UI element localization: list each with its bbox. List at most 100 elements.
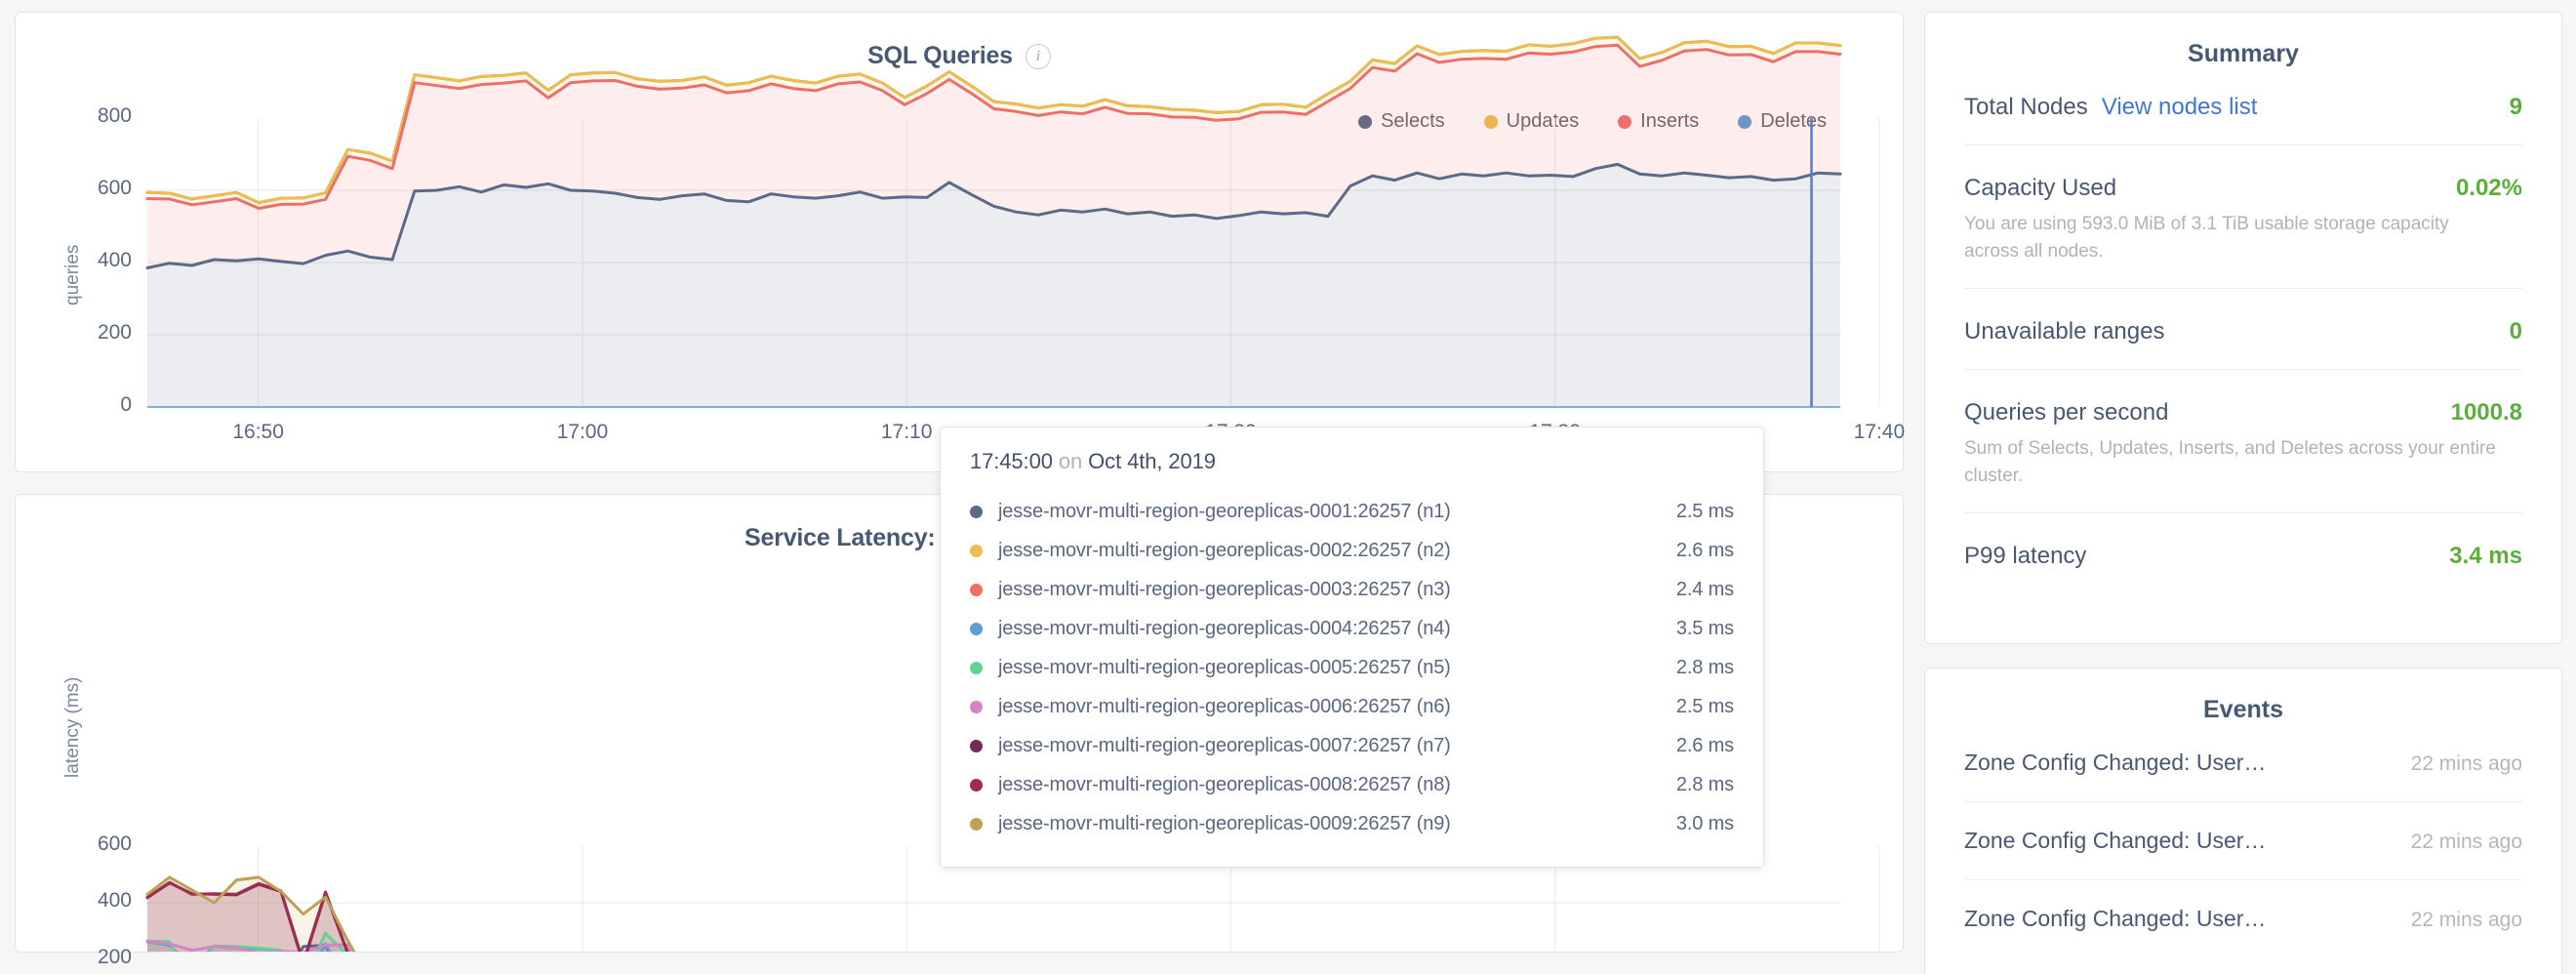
summary-divider (1964, 512, 2522, 514)
x-axis-tick: 17:00 (556, 421, 609, 443)
tooltip-series-dot (970, 505, 983, 518)
summary-row-value: 1000.8 (2450, 399, 2522, 426)
tooltip-series-value: 2.5 ms (1675, 500, 1734, 522)
summary-row: Capacity Used 0.02% You are using 593.0 Mi… (1964, 149, 2522, 293)
event-item[interactable]: Zone Config Changed: User… 22 mins ago (1964, 880, 2522, 934)
summary-row-label: P99 latency (1964, 543, 2087, 570)
event-item[interactable]: Zone Config Changed: User… 22 mins ago (1964, 724, 2522, 802)
event-label: Zone Config Changed: User… (1964, 906, 2267, 931)
summary-row: Unavailable ranges 0 (1964, 293, 2522, 374)
sql-queries-title-row: SQL Queries i (16, 42, 1903, 70)
tooltip-row: jesse-movr-multi-region-georeplicas-0006… (970, 687, 1734, 726)
tooltip-series-dot (970, 661, 983, 674)
tooltip-row: jesse-movr-multi-region-georeplicas-0005… (970, 648, 1734, 687)
x-axis-tick: 17:40 (1853, 421, 1906, 443)
y-axis-tick: 600 (97, 177, 132, 199)
tooltip-series-value: 2.6 ms (1675, 539, 1734, 561)
summary-row-top: P99 latency 3.4 ms (1964, 543, 2522, 570)
summary-divider (1964, 144, 2522, 145)
event-timestamp: 22 mins ago (2410, 752, 2522, 775)
page-title: SQL Queries (867, 42, 1013, 69)
tooltip-rows: jesse-movr-multi-region-georeplicas-0001… (970, 492, 1734, 843)
summary-rows: Total Nodes View nodes list 9 Capacity Used… (1925, 68, 2561, 580)
tooltip-series-value: 2.5 ms (1675, 695, 1734, 717)
event-timestamp: 22 mins ago (2410, 909, 2522, 931)
tooltip-on-word: on (1058, 449, 1083, 473)
summary-row-value: 0 (2509, 318, 2522, 345)
summary-divider (1964, 369, 2522, 371)
summary-row-value: 3.4 ms (2449, 543, 2522, 570)
summary-row-top: Total Nodes View nodes list 9 (1964, 94, 2522, 121)
legend-dot-inserts (1618, 114, 1632, 129)
summary-panel: Summary Total Nodes View nodes list 9 Capac… (1924, 12, 2562, 644)
summary-row-label: Capacity Used (1964, 175, 2117, 201)
tooltip-series-dot (970, 739, 983, 752)
legend-dot-updates (1483, 114, 1498, 129)
summary-row-value: 9 (2509, 94, 2522, 120)
summary-row-label: Queries per second (1964, 399, 2169, 426)
tooltip-series-value: 2.8 ms (1675, 773, 1734, 795)
info-icon[interactable]: i (1025, 43, 1051, 69)
tooltip-series-value: 3.0 ms (1675, 812, 1734, 834)
legend-label-inserts: Inserts (1640, 110, 1700, 132)
tooltip-series-name: jesse-movr-multi-region-georeplicas-0007… (998, 734, 1451, 756)
x-axis-tick: 17:10 (880, 421, 933, 443)
view-nodes-list-link[interactable]: View nodes list (2101, 94, 2258, 120)
tooltip-row: jesse-movr-multi-region-georeplicas-0004… (970, 609, 1734, 648)
event-item[interactable]: Zone Config Changed: User… 22 mins ago (1964, 802, 2522, 880)
event-timestamp: 22 mins ago (2410, 831, 2522, 853)
legend-item-updates[interactable]: Updates (1483, 110, 1579, 133)
events-title: Events (2203, 696, 2283, 723)
legend-dot-deletes (1738, 114, 1752, 129)
chart-tooltip: 17:45:00 on Oct 4th, 2019 jesse-movr-mul… (940, 426, 1764, 868)
summary-divider (1964, 288, 2522, 290)
tooltip-row: jesse-movr-multi-region-georeplicas-0009… (970, 804, 1734, 843)
tooltip-series-name: jesse-movr-multi-region-georeplicas-0009… (998, 812, 1451, 834)
tooltip-series-value: 2.8 ms (1675, 656, 1734, 678)
y-axis-tick: 0 (120, 393, 132, 416)
tooltip-row: jesse-movr-multi-region-georeplicas-0002… (970, 531, 1734, 570)
sql-queries-svg (145, 35, 1880, 408)
tooltip-series-name: jesse-movr-multi-region-georeplicas-0005… (998, 656, 1451, 678)
events-panel: Events Zone Config Changed: User… 22 mins… (1924, 668, 2562, 974)
tooltip-date: Oct 4th, 2019 (1088, 449, 1216, 473)
sql-queries-legend: Selects Updates Inserts Deletes (1358, 110, 1827, 133)
tooltip-series-dot (970, 817, 983, 831)
summary-row-label: Total Nodes (1964, 94, 2088, 120)
tooltip-series-name: jesse-movr-multi-region-georeplicas-0003… (998, 578, 1451, 600)
tooltip-row: jesse-movr-multi-region-georeplicas-0003… (970, 570, 1734, 609)
tooltip-series-value: 2.4 ms (1675, 578, 1734, 600)
tooltip-series-name: jesse-movr-multi-region-georeplicas-0002… (998, 539, 1451, 561)
summary-row-top: Unavailable ranges 0 (1964, 318, 2522, 345)
event-row: Zone Config Changed: User… 22 mins ago (1964, 880, 2522, 934)
tooltip-series-value: 2.6 ms (1675, 734, 1734, 756)
legend-item-inserts[interactable]: Inserts (1618, 110, 1699, 133)
tooltip-series-dot (970, 583, 983, 596)
tooltip-series-dot (970, 700, 983, 713)
summary-row: Total Nodes View nodes list 9 (1964, 68, 2522, 149)
legend-item-selects[interactable]: Selects (1358, 110, 1445, 133)
y-axis-tick: 600 (97, 832, 132, 855)
legend-dot-selects (1358, 114, 1373, 129)
summary-row-label: Unavailable ranges (1964, 318, 2165, 345)
legend-label-deletes: Deletes (1760, 110, 1827, 132)
event-label: Zone Config Changed: User… (1964, 750, 2267, 775)
summary-row: P99 latency 3.4 ms (1964, 517, 2522, 580)
summary-row-top: Queries per second 1000.8 (1964, 399, 2522, 426)
summary-row-value: 0.02% (2455, 175, 2522, 201)
tooltip-row: jesse-movr-multi-region-georeplicas-0001… (970, 492, 1734, 531)
sql-queries-plot[interactable]: queries 020040060080016:5017:0017:1017:2… (16, 13, 1905, 471)
tooltip-series-dot (970, 778, 983, 791)
x-axis-tick: 16:50 (232, 421, 284, 443)
legend-item-deletes[interactable]: Deletes (1738, 110, 1827, 133)
tooltip-series-name: jesse-movr-multi-region-georeplicas-0001… (998, 500, 1451, 522)
tooltip-series-dot (970, 622, 983, 635)
service-latency-y-axis-label: latency (ms) (62, 676, 83, 778)
legend-label-selects: Selects (1381, 110, 1445, 132)
event-row: Zone Config Changed: User… 22 mins ago (1964, 802, 2522, 856)
summary-row-description: Sum of Selects, Updates, Inserts, and De… (1964, 438, 2496, 486)
summary-row: Queries per second 1000.8 Sum of Selects, … (1964, 374, 2522, 517)
tooltip-series-name: jesse-movr-multi-region-georeplicas-0006… (998, 695, 1451, 717)
tooltip-series-value: 3.5 ms (1675, 617, 1734, 639)
